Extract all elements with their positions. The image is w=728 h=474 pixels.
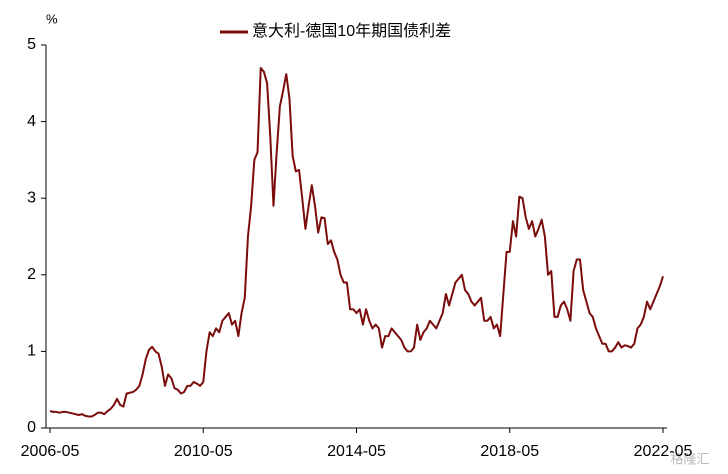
y-tick-label: 1 — [27, 343, 36, 360]
watermark: 格隆汇 — [670, 451, 709, 466]
y-tick-label: 2 — [27, 266, 36, 283]
x-tick-label: 2022-05 — [634, 443, 693, 460]
x-tick-label: 2014-05 — [327, 443, 386, 460]
y-tick-label: 3 — [27, 189, 36, 206]
y-tick-label: 5 — [27, 36, 36, 53]
y-tick-label: 4 — [27, 113, 36, 130]
data-line — [49, 66, 664, 418]
x-tick-label: 2010-05 — [174, 443, 233, 460]
x-tick-label: 2006-05 — [21, 443, 80, 460]
y-unit: % — [46, 11, 58, 26]
x-tick-label: 2018-05 — [480, 443, 539, 460]
y-tick-label: 0 — [27, 419, 36, 436]
legend-label: 意大利-德国10年期国债利差 — [252, 21, 451, 40]
